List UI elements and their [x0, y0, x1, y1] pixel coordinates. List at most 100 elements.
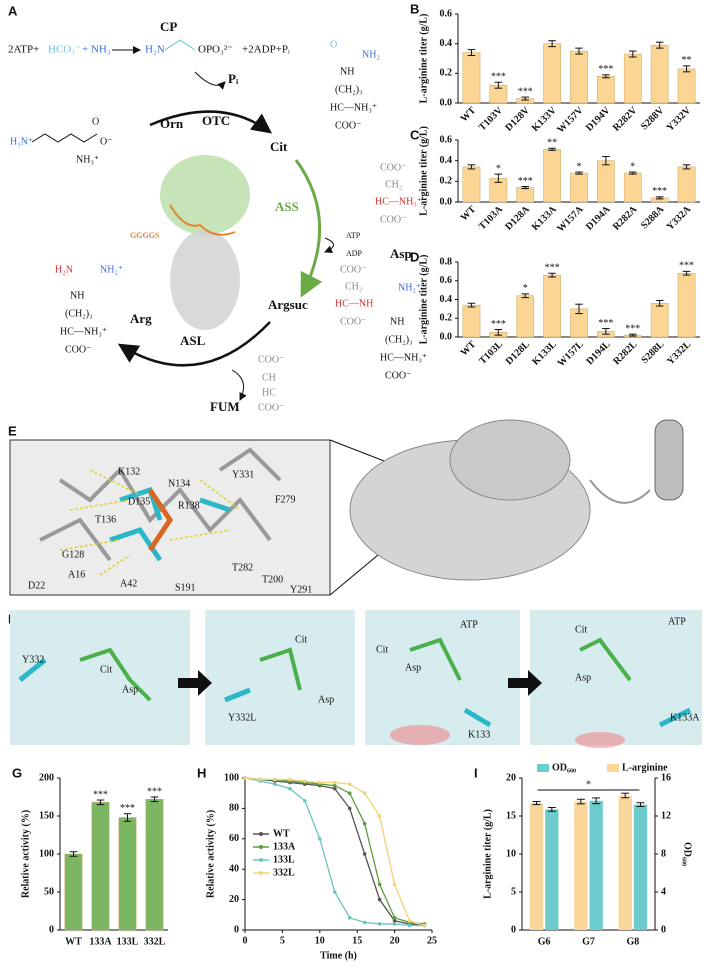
- x-tick-label: D128L: [504, 339, 532, 367]
- residue-label: Y291: [290, 584, 312, 595]
- bar: [543, 274, 561, 338]
- formula: HC—NH: [335, 298, 373, 309]
- tick-label: 0.6: [440, 8, 453, 19]
- tick-label: 15: [506, 810, 516, 821]
- legend-marker: [259, 871, 263, 875]
- formula: O: [330, 39, 337, 50]
- significance: ***: [652, 186, 667, 197]
- significance: ***: [598, 64, 613, 75]
- protein-image: [160, 155, 250, 235]
- bar: [677, 273, 696, 338]
- tick-label: 0.8: [440, 256, 453, 267]
- label: Asp: [390, 246, 412, 261]
- residue-label: Asp: [575, 672, 591, 683]
- bar: [516, 187, 535, 203]
- formula: NH₂⁺: [398, 282, 421, 293]
- residue-label: Cit: [295, 634, 307, 645]
- marker: [347, 791, 352, 795]
- formula: NH: [70, 290, 84, 301]
- pocket-image: [365, 610, 520, 745]
- label: CP: [160, 19, 177, 34]
- legend-label: WT: [273, 828, 290, 839]
- marker: [318, 837, 322, 841]
- x-tick-label: Y332V: [665, 104, 694, 133]
- tick-label: 0.4: [440, 38, 453, 49]
- significance: **: [682, 55, 692, 66]
- pocket-image: [10, 610, 190, 745]
- tick-label: 0: [661, 924, 666, 935]
- x-tick-label: D194V: [584, 104, 613, 133]
- marker: [258, 777, 262, 782]
- legend-marker: [259, 832, 263, 836]
- marker: [332, 786, 337, 791]
- loop: [589, 479, 651, 504]
- formula: H₃N⁺: [10, 136, 33, 147]
- tick-label: 4: [661, 886, 666, 897]
- tick-label: 0.2: [440, 68, 453, 79]
- x-tick-label: W157V: [555, 104, 586, 135]
- legend-marker: [259, 845, 263, 849]
- series-line: [244, 777, 425, 927]
- significance: ***: [120, 803, 135, 814]
- formula: COO⁻: [380, 214, 406, 225]
- formula: COO⁻: [340, 264, 366, 275]
- marker: [392, 882, 397, 887]
- bar: [516, 295, 535, 338]
- bar: [677, 68, 696, 104]
- formula: COO⁻: [385, 370, 411, 381]
- formula: HC—NH₃⁺: [375, 196, 422, 207]
- bar: [570, 50, 588, 104]
- significance: ***: [491, 319, 506, 330]
- legend-swatch: [607, 764, 619, 772]
- label: FUM: [210, 399, 240, 414]
- x-tick-label: 20: [390, 935, 400, 946]
- marker: [362, 821, 367, 826]
- residue-label: Y332: [22, 654, 44, 665]
- surface: [390, 725, 450, 745]
- residue-label: T200: [262, 574, 283, 585]
- marker: [377, 814, 382, 818]
- axis-label: L-arginine titer (g/L): [482, 809, 493, 899]
- x-tick-label: T103L: [477, 339, 505, 367]
- marker: [377, 922, 382, 926]
- axis-label: L-arginine titer (g/L): [418, 126, 429, 216]
- formula: CH: [262, 372, 276, 383]
- tick-label: 0.2: [440, 313, 453, 324]
- formula: COO⁻: [258, 354, 284, 365]
- label: Cit: [270, 139, 288, 154]
- significance: *: [577, 161, 582, 172]
- x-tick-label: WT: [459, 339, 479, 359]
- structure-f: F Y332 Cit Asp Y332L Cit Asp Cit Asp ATP…: [8, 610, 702, 748]
- x-tick-label: G7: [582, 936, 595, 947]
- panel-label: C: [410, 127, 420, 142]
- label: ADP: [346, 249, 363, 258]
- marker: [288, 777, 292, 782]
- x-tick-label: 15: [352, 935, 362, 946]
- label: Pᵢ: [228, 71, 239, 86]
- x-tick-label: S288V: [639, 104, 667, 132]
- tick-label: 150: [39, 810, 54, 821]
- residue-label: Cit: [376, 644, 388, 655]
- x-tick-label: D128A: [503, 203, 532, 232]
- pathway: A 2ATP+ HCO₃⁻ + NH₃ CP H₂N OPO₃²⁻ +2ADP+…: [8, 3, 427, 414]
- axis-label: L-arginine titer (g/L): [418, 14, 429, 104]
- tick-label: 40: [229, 863, 239, 874]
- legend-marker: [259, 858, 263, 862]
- residue-label: Asp: [122, 684, 138, 695]
- formula: COO⁻: [258, 402, 284, 413]
- bar: [570, 172, 588, 203]
- protein-image: [170, 230, 240, 330]
- arrow: [324, 237, 334, 254]
- significance: *: [630, 161, 635, 172]
- x-tick-label: 25: [427, 935, 437, 946]
- bar: [650, 303, 669, 338]
- bar: [618, 795, 632, 930]
- arrow: [149, 110, 273, 134]
- marker: [288, 786, 292, 791]
- sticks: [39, 447, 282, 562]
- tick-label: 50: [44, 886, 54, 897]
- helix: [654, 419, 684, 501]
- significance: ***: [679, 261, 694, 272]
- tick-label: 16: [661, 772, 671, 783]
- marker: [303, 779, 307, 783]
